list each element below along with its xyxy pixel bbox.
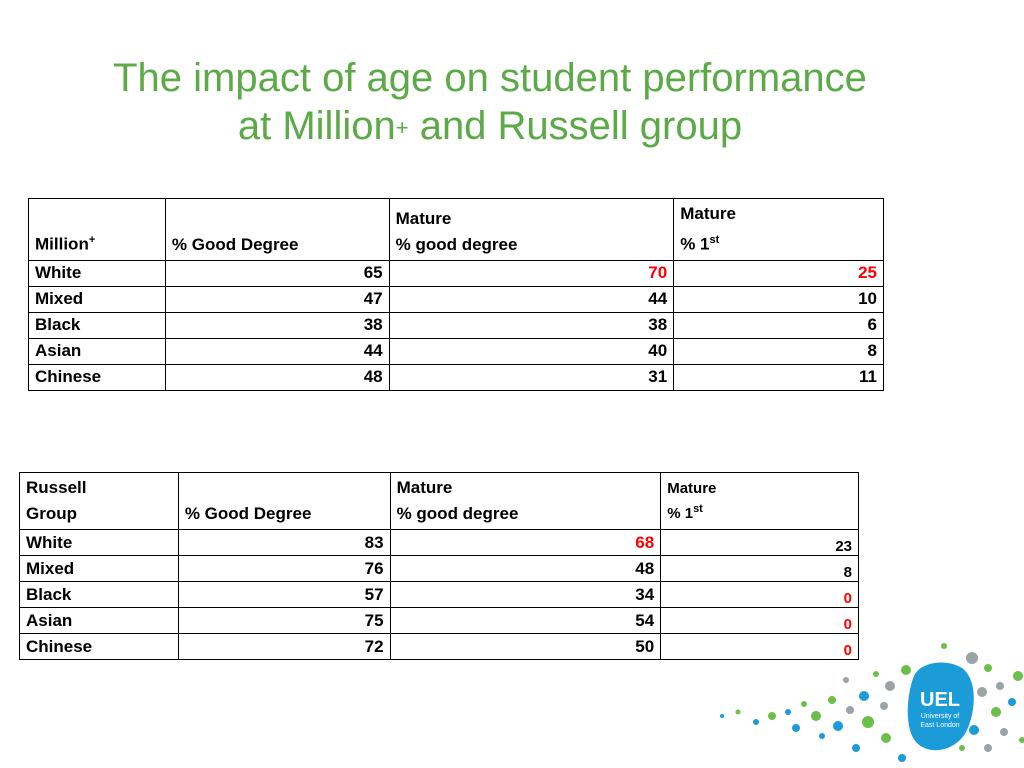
table-row: White 65 70 25 xyxy=(28,259,884,287)
row-mature-good: 38 xyxy=(388,311,675,339)
row-group: Black xyxy=(19,581,179,608)
row-group: White xyxy=(19,529,179,556)
logo-text-line2: University of xyxy=(921,713,960,720)
row-mature-first: 25 xyxy=(673,259,884,287)
row-mature-first: 6 xyxy=(673,311,884,339)
table-row: Mixed 76 48 8 xyxy=(19,555,859,582)
table-row: Mixed 47 44 10 xyxy=(28,285,884,313)
row-mature-first: 8 xyxy=(660,555,859,582)
row-group: Black xyxy=(28,311,166,339)
header-good-degree: % Good Degree xyxy=(177,472,391,530)
row-good: 48 xyxy=(164,363,390,391)
row-mature-good: 40 xyxy=(388,337,675,365)
table-row: Black 57 34 0 xyxy=(19,581,859,608)
row-mature-first: 8 xyxy=(673,337,884,365)
table-row: Asian 75 54 0 xyxy=(19,607,859,634)
row-mature-first: 0 xyxy=(660,581,859,608)
uel-logo-blob xyxy=(907,662,974,751)
header-mature-good-degree: Mature% good degree xyxy=(389,472,662,530)
row-mature-good: 50 xyxy=(389,633,662,660)
row-mature-good: 70 xyxy=(388,259,675,287)
row-mature-first: 10 xyxy=(673,285,884,313)
table-row: Chinese 72 50 0 xyxy=(19,633,859,660)
row-good: 38 xyxy=(164,311,390,339)
row-mature-first: 0 xyxy=(660,607,859,634)
row-mature-good: 31 xyxy=(388,363,675,391)
logo-text-uel: UEL xyxy=(920,689,960,711)
million-table: Million+ % Good Degree Mature% good degr… xyxy=(28,198,884,391)
row-group: Mixed xyxy=(19,555,179,582)
header-mature-first: Mature% 1st xyxy=(660,472,859,530)
table-row: Chinese 48 31 11 xyxy=(28,363,884,391)
russell-table: Russell Group % Good Degree Mature% good … xyxy=(19,472,859,660)
uel-logo: UEL University of East London xyxy=(720,643,1024,762)
row-good: 83 xyxy=(177,529,391,556)
row-group: Mixed xyxy=(28,285,166,313)
row-good: 65 xyxy=(164,259,390,287)
row-mature-good: 44 xyxy=(388,285,675,313)
title-line-1: The impact of age on student performance xyxy=(113,56,867,100)
row-group: Asian xyxy=(19,607,179,634)
row-good: 44 xyxy=(164,337,390,365)
row-group: White xyxy=(28,259,166,287)
row-group: Asian xyxy=(28,337,166,365)
title-line-2-sup: + xyxy=(395,115,409,140)
row-group: Chinese xyxy=(28,363,166,391)
header-good-degree: % Good Degree xyxy=(164,198,390,261)
row-good: 57 xyxy=(177,581,391,608)
header-mature-first: Mature% 1st xyxy=(673,198,884,261)
row-good: 72 xyxy=(177,633,391,660)
title-line-2-pre: at Million xyxy=(237,104,396,148)
slide-title: The impact of age on student performance… xyxy=(0,54,980,150)
row-mature-first: 11 xyxy=(673,363,884,391)
table-row: Black 38 38 6 xyxy=(28,311,884,339)
row-mature-first: 0 xyxy=(660,633,859,660)
row-good: 76 xyxy=(177,555,391,582)
header-group: Million+ xyxy=(28,198,166,261)
logo-text-line3: East London xyxy=(920,722,959,729)
header-group: Russell Group xyxy=(19,472,179,530)
title-line-2-post: and Russell group xyxy=(408,104,743,148)
row-good: 75 xyxy=(177,607,391,634)
decorative-dots xyxy=(720,643,1024,762)
row-group: Chinese xyxy=(19,633,179,660)
row-mature-good: 48 xyxy=(389,555,662,582)
table-header-row: Russell Group % Good Degree Mature% good … xyxy=(19,472,859,530)
table-row: Asian 44 40 8 xyxy=(28,337,884,365)
row-mature-good: 68 xyxy=(389,529,662,556)
row-good: 47 xyxy=(164,285,390,313)
row-mature-good: 34 xyxy=(389,581,662,608)
title-line-2: at Million+ and Russell group xyxy=(0,102,980,150)
table-row: White 83 68 23 xyxy=(19,529,859,556)
row-mature-good: 54 xyxy=(389,607,662,634)
row-mature-first: 23 xyxy=(660,529,859,556)
table-header-row: Million+ % Good Degree Mature% good degr… xyxy=(28,198,884,261)
header-mature-good-degree: Mature% good degree xyxy=(388,198,675,261)
